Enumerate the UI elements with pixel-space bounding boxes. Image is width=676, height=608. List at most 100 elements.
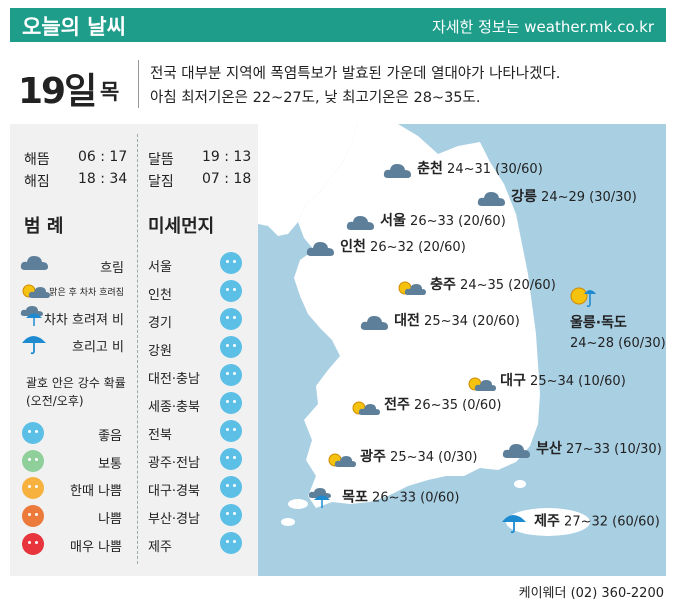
dust-region-name: 제주	[148, 540, 172, 555]
date-box: 19일 목	[10, 58, 138, 114]
city-forecast: 24~31 (30/60)	[447, 162, 543, 177]
dust-region-name: 광주·전남	[148, 456, 200, 471]
cloud-icon	[477, 191, 505, 206]
face-good-icon	[220, 364, 242, 386]
city-name: 목포	[342, 489, 368, 506]
grade-item: 매우 나쁨	[22, 533, 122, 555]
legend-note-line: (오전/오후)	[26, 394, 84, 408]
face-normal-icon	[22, 450, 44, 472]
face-good-icon	[220, 336, 242, 358]
face-good-icon	[220, 476, 242, 498]
city-incheon: 인천 26~32 (20/60)	[306, 236, 466, 258]
cloud-icon	[502, 443, 530, 458]
site-link[interactable]: 자세한 정보는 weather.mk.co.kr	[431, 18, 654, 36]
city-forecast: 27~33 (10/30)	[566, 442, 662, 457]
legend-item: 차차 흐려져 비	[20, 304, 124, 328]
legend-note: 괄호 안은 강수 확률 (오전/오후)	[26, 374, 126, 410]
umbrella-icon	[502, 515, 526, 534]
city-jeonju: 전주 26~35 (0/60)	[350, 394, 502, 417]
city-forecast: 25~34 (20/60)	[424, 314, 520, 329]
divider	[138, 60, 139, 108]
grade-item: 좋음	[22, 422, 122, 444]
face-good-icon	[220, 532, 242, 554]
face-good-icon	[22, 422, 44, 444]
city-name: 강릉	[511, 189, 537, 205]
source-credit: 케이웨더 (02) 360-2200	[518, 586, 664, 601]
city-gangneung: 강릉 24~29 (30/30)	[477, 186, 637, 208]
face-very-bad-icon	[22, 533, 44, 555]
sun-cloud-icon	[352, 401, 380, 415]
umbrella-icon	[22, 336, 46, 355]
city-name: 전주	[384, 397, 410, 413]
legend-item: 흐리고 비	[20, 331, 124, 355]
city-forecast: 26~35 (0/60)	[414, 398, 502, 413]
city-name: 부산	[536, 441, 562, 457]
legend-label: 차차 흐려져 비	[43, 313, 124, 328]
legend-note-line: 괄호 안은 강수 확률	[26, 376, 126, 390]
cloud-icon	[346, 215, 374, 230]
sunrise-label: 해뜸	[24, 152, 50, 168]
dust-region: 제주	[148, 532, 244, 556]
grade-label: 보통	[98, 457, 122, 472]
sunrise-row: 해뜸 06 : 17	[24, 149, 127, 169]
city-forecast: 25~34 (10/60)	[530, 374, 626, 389]
dust-region-name: 경기	[148, 316, 172, 331]
legend-label: 흐림	[100, 261, 124, 276]
city-name: 광주	[360, 449, 386, 465]
city-forecast: 26~33 (0/60)	[372, 490, 460, 506]
city-ulleung-text: 울릉·독도 24~28 (60/30)	[570, 312, 666, 351]
city-jeju: 제주 27~32 (60/60)	[500, 510, 660, 534]
cloud-umbrella-icon	[308, 488, 331, 508]
sun-cloud-icon	[22, 284, 50, 298]
face-good-icon	[220, 308, 242, 330]
city-name: 인천	[340, 239, 366, 255]
sunset-time: 18 : 34	[78, 171, 128, 187]
sun-cloud-icon	[468, 377, 496, 391]
cloud-icon	[306, 241, 334, 256]
dust-region-name: 인천	[148, 288, 172, 303]
city-forecast: 25~34 (0/30)	[390, 450, 478, 465]
city-name: 대전	[394, 313, 420, 329]
moonset-label: 달짐	[148, 174, 174, 190]
face-good-icon	[220, 420, 242, 442]
city-ulleung	[568, 284, 660, 310]
page-title: 오늘의 날씨	[22, 15, 126, 39]
city-chuncheon: 춘천 24~31 (30/60)	[383, 158, 543, 180]
sun-cloud-icon	[398, 281, 426, 295]
cloud-icon	[20, 256, 48, 270]
grade-label: 한때 나쁨	[70, 484, 122, 499]
legend-item: 맑은 후 차차 흐려짐	[20, 278, 124, 302]
grade-item: 보통	[22, 450, 122, 472]
face-good-icon	[220, 504, 242, 526]
city-gwangju: 광주 25~34 (0/30)	[326, 446, 478, 469]
face-good-icon	[220, 448, 242, 470]
city-name: 울릉·독도	[570, 315, 627, 331]
dust-region: 대전·충남	[148, 364, 244, 388]
grade-item: 나쁨	[22, 505, 122, 527]
dust-region: 경기	[148, 308, 244, 332]
city-forecast: 26~32 (20/60)	[370, 240, 466, 255]
moonrise-label: 달뜸	[148, 152, 174, 168]
face-good-icon	[220, 392, 242, 414]
city-name: 대구	[500, 373, 526, 389]
city-busan: 부산 27~33 (10/30)	[502, 438, 662, 460]
sunset-row: 해짐 18 : 34	[24, 171, 127, 191]
sun-cloud-icon	[328, 453, 356, 467]
grade-label: 나쁨	[98, 512, 122, 527]
dust-region-name: 부산·경남	[148, 512, 200, 527]
dust-region: 광주·전남	[148, 448, 244, 472]
face-bad-icon	[22, 505, 44, 527]
city-daejeon: 대전 25~34 (20/60)	[360, 310, 520, 332]
jeju-island	[506, 508, 590, 536]
grade-label: 좋음	[98, 429, 122, 444]
cloud-icon	[360, 315, 388, 330]
sunset-label: 해짐	[24, 174, 50, 190]
city-daegu: 대구 25~34 (10/60)	[466, 370, 626, 393]
face-good-icon	[220, 280, 242, 302]
city-name: 서울	[380, 213, 406, 229]
dust-title: 미세먼지	[148, 216, 215, 237]
dust-region: 세종·충북	[148, 392, 244, 416]
city-seoul: 서울 26~33 (20/60)	[346, 210, 506, 232]
cloud-umbrella-icon	[20, 306, 43, 326]
city-forecast: 24~35 (20/60)	[460, 278, 556, 293]
